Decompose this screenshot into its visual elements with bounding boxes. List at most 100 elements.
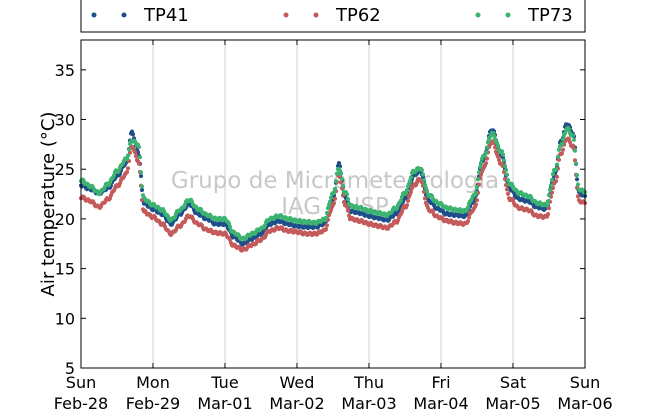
data-point bbox=[505, 191, 511, 196]
y-tick-label: 10 bbox=[55, 309, 75, 328]
data-point bbox=[572, 148, 578, 153]
data-point bbox=[399, 194, 405, 199]
y-tick-label: 20 bbox=[55, 210, 75, 229]
plot-frame bbox=[80, 39, 586, 369]
data-point bbox=[344, 192, 350, 197]
data-point bbox=[483, 150, 489, 155]
data-point bbox=[567, 140, 573, 145]
data-point bbox=[139, 184, 145, 189]
data-point bbox=[549, 177, 555, 183]
data-point bbox=[570, 143, 576, 148]
data-point bbox=[559, 141, 565, 146]
data-point bbox=[574, 177, 580, 182]
data-point bbox=[124, 170, 130, 175]
y-tick-label: 30 bbox=[55, 111, 75, 130]
series-TP73 bbox=[78, 125, 588, 242]
x-tick-label-day: Sun bbox=[570, 373, 600, 392]
data-point bbox=[324, 223, 330, 228]
data-point bbox=[420, 172, 426, 177]
x-tick-label-date: Mar-02 bbox=[269, 394, 324, 409]
data-point bbox=[227, 224, 233, 229]
data-point bbox=[398, 198, 404, 203]
data-point bbox=[546, 193, 552, 198]
data-point bbox=[395, 218, 401, 223]
legend-marker bbox=[283, 12, 289, 18]
x-tick-label-day: Sat bbox=[500, 373, 526, 392]
data-point bbox=[504, 172, 510, 177]
data-point bbox=[484, 156, 490, 161]
data-point bbox=[545, 212, 551, 217]
data-point bbox=[502, 163, 508, 168]
data-point bbox=[556, 147, 562, 152]
data-point bbox=[227, 237, 233, 242]
data-point bbox=[136, 161, 142, 166]
data-point bbox=[503, 168, 509, 173]
x-tick-label-day: Tue bbox=[210, 373, 238, 392]
data-point bbox=[324, 210, 330, 216]
data-point bbox=[548, 183, 554, 188]
data-point bbox=[555, 154, 561, 159]
y-tick-label: 25 bbox=[55, 160, 75, 179]
data-point bbox=[336, 161, 342, 166]
legend-marker bbox=[313, 12, 319, 18]
data-point bbox=[491, 133, 497, 138]
x-tick-label-date: Feb-29 bbox=[126, 394, 180, 409]
data-point bbox=[124, 156, 130, 161]
data-point bbox=[544, 203, 550, 208]
data-points bbox=[78, 122, 588, 253]
data-point bbox=[495, 154, 501, 159]
data-point bbox=[476, 170, 482, 175]
x-tick-label-date: Feb-28 bbox=[54, 394, 108, 409]
data-point bbox=[554, 174, 560, 179]
data-point bbox=[573, 161, 579, 166]
x-tick-labels: Sun Feb-28 Mon Feb-29 Tue Mar-01 Wed Mar-02 Thu M… bbox=[54, 373, 613, 409]
data-point bbox=[554, 162, 560, 167]
legend-marker bbox=[475, 12, 481, 18]
data-point bbox=[570, 133, 576, 138]
data-point bbox=[484, 145, 490, 150]
y-tick-label: 5 bbox=[65, 359, 75, 378]
data-point bbox=[340, 183, 346, 188]
x-tick-label-day: Fri bbox=[431, 373, 450, 392]
data-point bbox=[138, 173, 144, 179]
legend-label: TP41 bbox=[143, 5, 189, 26]
data-point bbox=[477, 165, 483, 170]
data-point bbox=[575, 194, 581, 199]
data-point bbox=[408, 175, 414, 180]
data-point bbox=[421, 178, 427, 183]
x-tick-label-date: Mar-01 bbox=[197, 394, 252, 409]
legend-marker bbox=[505, 12, 511, 18]
data-point bbox=[560, 147, 566, 152]
data-point bbox=[483, 161, 489, 166]
x-tick-label-day: Sun bbox=[66, 373, 96, 392]
data-point bbox=[404, 188, 410, 193]
legend-marker bbox=[121, 12, 127, 18]
y-tick-labels: 5 10 15 20 25 30 35 bbox=[55, 61, 75, 378]
data-point bbox=[478, 160, 484, 166]
data-point bbox=[566, 127, 572, 132]
y-tick-label: 35 bbox=[55, 61, 75, 80]
data-point bbox=[117, 181, 123, 186]
legend-marker bbox=[91, 12, 97, 18]
data-point bbox=[399, 209, 405, 214]
data-point bbox=[137, 155, 143, 160]
data-point bbox=[409, 186, 415, 191]
data-point bbox=[334, 171, 340, 176]
data-point bbox=[331, 190, 337, 195]
data-point bbox=[323, 215, 329, 220]
legend: TP41 TP62 TP73 bbox=[80, 0, 586, 33]
data-point bbox=[501, 158, 507, 163]
data-point bbox=[133, 153, 139, 159]
data-point bbox=[338, 171, 344, 176]
x-tick-label-date: Mar-03 bbox=[341, 394, 396, 409]
data-point bbox=[424, 188, 430, 193]
data-point bbox=[553, 179, 559, 184]
data-point bbox=[130, 132, 136, 137]
data-point bbox=[408, 189, 414, 194]
data-point bbox=[473, 190, 479, 195]
data-point bbox=[496, 157, 502, 163]
data-point bbox=[550, 172, 556, 177]
data-point bbox=[345, 208, 351, 213]
data-point bbox=[135, 150, 141, 155]
